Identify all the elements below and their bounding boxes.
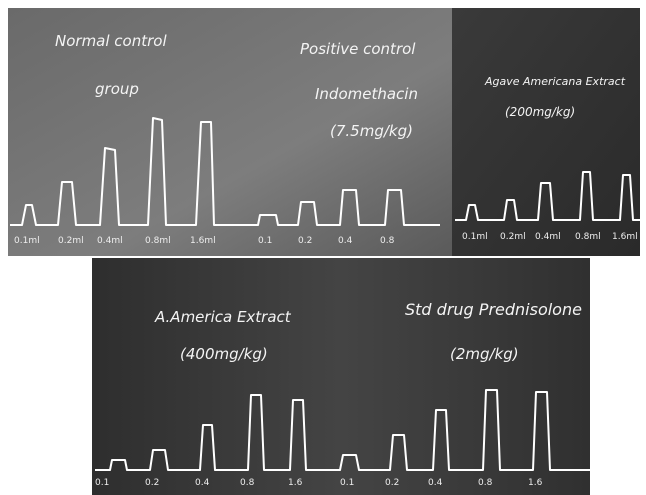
- dose-label: 0.1: [258, 236, 272, 246]
- label: A.America Extract: [155, 308, 291, 326]
- label: Positive control: [300, 40, 415, 58]
- label: Normal control: [55, 32, 167, 50]
- label: Std drug Prednisolone: [405, 300, 582, 319]
- panel-background: [452, 8, 640, 256]
- dose-label: 0.4: [338, 236, 352, 246]
- dose-label: 0.2: [385, 478, 399, 488]
- dose-label: 0.8: [240, 478, 254, 488]
- dose-label: 0.4ml: [97, 236, 123, 246]
- dose-label: 1.6ml: [190, 236, 216, 246]
- label: (2mg/kg): [450, 345, 519, 363]
- label: group: [95, 80, 139, 98]
- dose-label: 1.6: [528, 478, 542, 488]
- dose-label: 0.4ml: [535, 232, 561, 242]
- dose-label: 0.2: [298, 236, 312, 246]
- label: (200mg/kg): [505, 105, 575, 119]
- dose-label: 0.8: [478, 478, 492, 488]
- dose-label: 0.1ml: [14, 236, 40, 246]
- dose-label: 0.4: [428, 478, 442, 488]
- dose-label: 0.2ml: [58, 236, 84, 246]
- label: (400mg/kg): [180, 345, 268, 363]
- dose-label: 0.1: [95, 478, 109, 488]
- dose-label: 0.4: [195, 478, 209, 488]
- dose-label: 0.8: [380, 236, 394, 246]
- dose-label: 0.8ml: [145, 236, 171, 246]
- dose-label: 0.1ml: [462, 232, 488, 242]
- dose-label: 1.6ml: [612, 232, 638, 242]
- label: Indomethacin: [315, 85, 418, 103]
- dose-label: 1.6: [288, 478, 302, 488]
- dose-label: 0.1: [340, 478, 354, 488]
- label: Agave Americana Extract: [485, 75, 625, 88]
- dose-label: 0.2: [145, 478, 159, 488]
- figure: Normal control group Positive control In…: [0, 0, 646, 495]
- dose-label: 0.8ml: [575, 232, 601, 242]
- label: (7.5mg/kg): [330, 122, 413, 140]
- dose-label: 0.2ml: [500, 232, 526, 242]
